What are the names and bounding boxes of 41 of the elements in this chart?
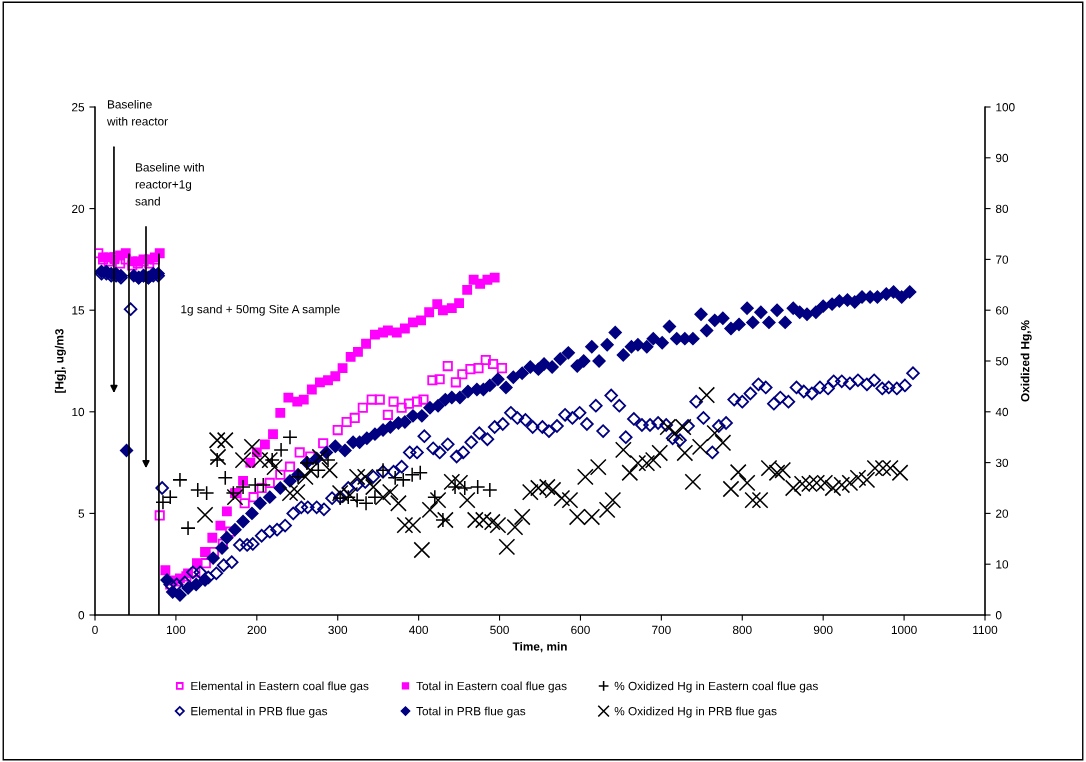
y2-tick-label: 70 — [996, 255, 1009, 264]
x-tick-label: 400 — [409, 625, 429, 635]
x-tick-label: 600 — [571, 625, 590, 635]
x-tick-label: 800 — [732, 625, 752, 635]
y2-tick-label: 20 — [996, 509, 1009, 518]
annotation: 1g sand + 50mg Site A sample — [181, 304, 340, 316]
y2-tick-label: 100 — [996, 103, 1015, 112]
x-tick-label: 200 — [247, 625, 267, 635]
x-tick-label: 700 — [652, 625, 671, 635]
y-tick-label: 20 — [72, 204, 85, 213]
y2-tick-label: 80 — [995, 204, 1009, 213]
legend-label: Elemental in Eastern coal flue gas — [191, 681, 369, 693]
x-tick-label: 1000 — [891, 625, 917, 635]
y2-tick-label: 90 — [995, 153, 1009, 163]
annotation: Baseline with reactor+1g sand — [135, 162, 204, 206]
y-tick-label: 10 — [72, 407, 85, 417]
y2-tick-label: 10 — [996, 560, 1009, 569]
y-tick-label: 15 — [72, 306, 85, 315]
y2-tick-label: 30 — [995, 458, 1009, 467]
y2-tick-label: 60 — [996, 306, 1009, 315]
legend-label: Total in Eastern coal flue gas — [416, 681, 567, 693]
legend-label: Total in PRB flue gas — [416, 706, 526, 718]
y-tick-label: 5 — [78, 509, 85, 518]
x-axis-title: Time, min — [512, 641, 567, 653]
x-tick-label: 1100 — [973, 625, 998, 635]
x-tick-label: 500 — [490, 625, 509, 635]
legend-label: % Oxidized Hg in Eastern coal flue gas — [614, 681, 818, 693]
y2-tick-label: 40 — [995, 407, 1009, 417]
y2-axis-title: Oxidized Hg,% — [1020, 320, 1032, 402]
y2-tick-label: 0 — [995, 611, 1002, 620]
x-tick-label: 0 — [92, 625, 98, 635]
x-tick-label: 100 — [166, 625, 186, 635]
x-tick-label: 300 — [328, 625, 348, 635]
y-tick-label: 0 — [78, 611, 85, 620]
legend-label: Elemental in PRB flue gas — [191, 706, 328, 718]
annotation: Baseline with reactor — [107, 99, 168, 126]
x-tick-label: 900 — [813, 625, 833, 635]
y2-tick-label: 50 — [995, 357, 1009, 366]
y-tick-label: 25 — [72, 103, 85, 112]
y-axis-title: [Hg], ug/m3 — [54, 328, 66, 393]
legend-label: % Oxidized Hg in PRB flue gas — [614, 706, 777, 718]
